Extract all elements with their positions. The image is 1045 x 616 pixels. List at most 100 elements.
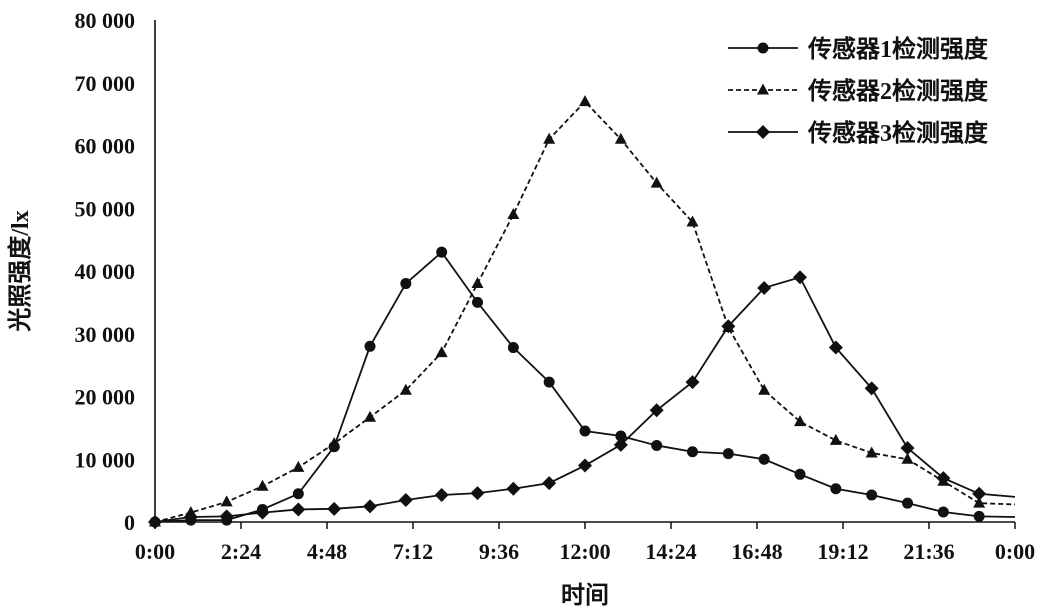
series-3-point	[470, 486, 485, 501]
series-3-point	[613, 437, 628, 452]
series-3-point	[434, 488, 449, 503]
series-1-point	[902, 497, 913, 509]
x-tick-label: 0:00	[995, 539, 1035, 564]
legend-marker	[756, 125, 770, 139]
series-3-point	[793, 270, 807, 285]
y-tick-label: 70 000	[75, 71, 136, 96]
x-tick-label: 9:36	[479, 539, 519, 564]
series-2-point	[364, 410, 376, 422]
y-tick-label: 50 000	[75, 196, 136, 221]
series-1-point	[758, 453, 770, 465]
series-2-point	[256, 479, 269, 491]
series-2-point	[507, 208, 520, 220]
series-2-point	[399, 383, 412, 395]
series-1-point	[436, 246, 448, 258]
series-3-point	[828, 340, 843, 355]
series-3-point	[148, 515, 162, 529]
series-1-line	[154, 250, 1016, 523]
series-1-point	[830, 483, 842, 495]
legend-marker	[757, 83, 769, 95]
series-3-point	[506, 481, 521, 496]
series-2-point	[543, 132, 556, 144]
series-2-point	[865, 446, 878, 458]
series-3-point	[685, 375, 700, 390]
series-3-point	[363, 499, 377, 514]
y-tick-label: 30 000	[75, 322, 136, 347]
y-tick-label: 40 000	[75, 259, 136, 284]
series-2-point	[220, 495, 233, 507]
series-3-line	[154, 276, 1016, 523]
series-1-point	[794, 468, 806, 480]
series-1-point	[615, 430, 627, 442]
y-tick-label: 80 000	[75, 8, 136, 33]
series-3-point	[542, 476, 557, 491]
series-2-point	[686, 215, 699, 227]
series-1-point	[973, 510, 985, 522]
y-tick-label: 10 000	[75, 447, 136, 472]
series-3-point	[398, 493, 413, 508]
x-tick-label: 16:48	[731, 539, 782, 564]
series-3-point	[649, 403, 664, 418]
x-axis-title: 时间	[561, 582, 609, 609]
x-tick-label: 21:36	[903, 539, 954, 564]
y-axis-ticks: 0 10 000 20 000 30 000 40 000 50 000 60 000 70 …	[75, 8, 136, 535]
series-layer	[148, 95, 1016, 529]
series-1-point	[472, 296, 483, 308]
series-2-point	[901, 452, 914, 464]
series-3-point	[255, 505, 270, 520]
x-tick-label: 7:12	[393, 539, 433, 564]
series-1-point	[507, 342, 519, 354]
series-2-point	[614, 132, 627, 144]
series-1-point	[722, 448, 734, 460]
legend-label: 传感器2检测强度	[807, 77, 989, 105]
series-3-point	[900, 440, 915, 455]
series-2-point	[829, 433, 842, 445]
series-3-point	[183, 509, 198, 524]
x-axis-ticks: 0:00 2:24 4:48 7:12 9:36 12:00 14:24 16:48 19:12…	[135, 522, 1035, 564]
series-1-point	[364, 340, 376, 352]
series-2-point	[471, 277, 484, 289]
series-2-point	[758, 383, 771, 395]
legend-marker	[757, 42, 769, 54]
series-3-point	[219, 509, 234, 524]
series-2-point	[328, 437, 341, 449]
series-3-point	[291, 502, 306, 517]
series-1-point	[543, 376, 555, 388]
series-3-point	[757, 280, 772, 295]
legend-label: 传感器3检测强度	[807, 119, 989, 147]
series-3-point	[936, 471, 951, 486]
y-axis-title: 光照强度/lx	[6, 210, 34, 332]
x-tick-label: 12:00	[559, 539, 610, 564]
x-tick-label: 19:12	[817, 539, 868, 564]
series-1-point	[292, 488, 304, 500]
y-tick-label: 60 000	[75, 134, 136, 159]
series-3-point	[972, 486, 987, 501]
series-1-point	[579, 425, 591, 437]
series-1-point	[400, 278, 412, 290]
x-tick-label: 4:48	[307, 539, 347, 564]
series-3-point	[578, 458, 592, 473]
series-1-point	[937, 506, 949, 518]
series-2-point	[650, 176, 663, 188]
x-tick-label: 14:24	[645, 539, 696, 564]
series-1	[149, 246, 1016, 528]
x-tick-label: 2:24	[221, 539, 261, 564]
series-2-point	[579, 95, 591, 107]
series-2-point	[435, 346, 448, 358]
y-tick-label: 20 000	[75, 385, 136, 410]
series-3-point	[864, 381, 879, 396]
series-3	[148, 270, 1016, 529]
series-2-point	[794, 415, 806, 427]
series-3-point	[721, 319, 736, 334]
y-tick-label: 0	[124, 510, 135, 535]
series-1-point	[651, 439, 663, 451]
legend-label: 传感器1检测强度	[807, 35, 989, 63]
series-2-point	[292, 460, 305, 472]
x-tick-label: 0:00	[135, 539, 175, 564]
series-1-point	[687, 446, 698, 458]
series-1-point	[866, 489, 878, 501]
series-2-point	[973, 496, 986, 508]
series-3-point	[327, 501, 342, 516]
